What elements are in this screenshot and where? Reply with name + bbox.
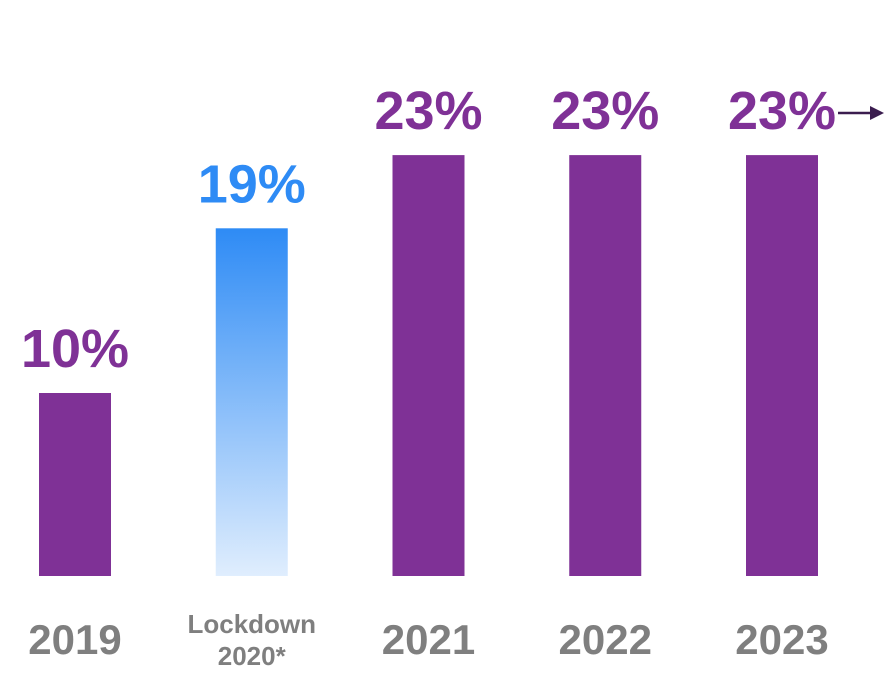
value-label: 23% [374, 81, 482, 141]
x-tick-label: 2021 [381, 616, 476, 663]
value-label: 23% [728, 81, 836, 141]
value-label: 23% [551, 81, 659, 141]
value-label: 19% [198, 154, 306, 214]
x-tick-label: Lockdown 2020* [187, 609, 317, 671]
bar [39, 393, 111, 576]
bar [392, 155, 465, 576]
value-label: 10% [21, 319, 129, 379]
arrow-head [870, 106, 884, 120]
x-tick-label: 2019 [28, 616, 122, 663]
bar [746, 155, 818, 576]
x-tick-label: 2022 [558, 616, 652, 663]
bar [215, 228, 288, 577]
x-tick-label: 2023 [735, 616, 829, 663]
bar [569, 155, 642, 576]
